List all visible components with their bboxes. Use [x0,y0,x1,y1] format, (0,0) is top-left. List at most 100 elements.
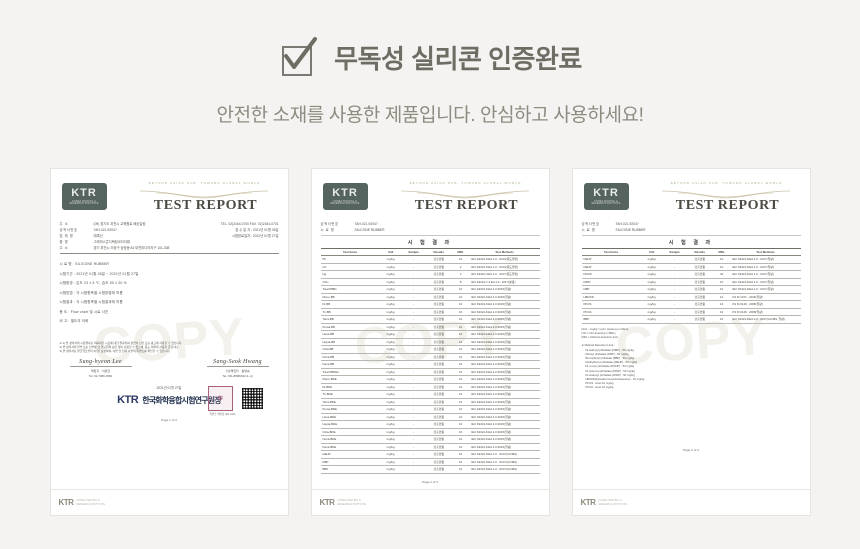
note-line: ※ Method Detection Limit : [581,343,615,348]
report-title: TEST REPORT [675,198,780,213]
organization-name: 한국화학융합시험연구원장 [142,395,222,405]
table-row: Deca-BDE mg/kg - 검출안됨 10 IEC 62321-6:Ed.1.0:2… [320,442,540,451]
ktr-logo-stamp: KTR KOREA TESTING & RESEARCH INSTITUTE [61,183,107,210]
page-title: 무독성 실리콘 인증완료 [334,43,582,74]
meta-item: 품 명 그래미스콘디렉팅코리아㈜ [59,240,131,244]
table-row: Penta-BDE mg/kg - 검출안됨 10 IEC 62321-6:Ed.1.0:… [320,405,540,414]
footer-line-2: RESEARCH INSTITUTE [337,502,366,506]
table-row: Cd mg/kg - 검출안됨 2 IEC 62321-5:Ed.1.0 : 2013(유… [320,262,540,271]
note-line: N.D = Not detected (<MDL) [581,330,616,335]
table-row: Nona-BB mg/kg - 검출안됨 10 IEC 62321-6:Ed.1.0:20… [320,352,540,361]
report-footer: KTR KOREA TESTING & RESEARCH INSTITUTE [572,489,810,515]
note-line: PFOS : level 10 mg/kg [585,381,614,386]
table-header-row: Test Items Unit Sample Results MDL Test … [581,247,801,256]
note-line: PFOA : level 10 mg/kg [585,385,614,390]
test-report-page-1[interactable]: COPY KTR KOREA TESTING & RESEARCH INSTIT… [49,168,289,516]
col-test-items: Test Items [581,247,641,256]
divider [581,235,801,236]
footer-line-2: RESEARCH INSTITUTE [76,502,105,506]
signature-role-value: 이성현 [102,368,110,373]
table-row: BBP mg/kg - 검출안됨 10 IEC 62321-8:Ed.1.0 : 2017… [581,315,801,324]
table-row: Hexa-BB mg/kg - 검출안됨 10 IEC 62321-6:Ed.1.0:20… [320,330,540,339]
signature-role-label: 책임자 [91,368,99,373]
issuing-organization: KTR 한국화학융합시험연구원장 印 위변조 확인용 QR code [60,386,279,416]
table-row: DNOP mg/kg - 검출안됨 34 IEC 62321-8:Ed.1.0 : 201… [581,270,801,279]
table-row: DBP mg/kg - 검출안됨 10 IEC 62321-8:Ed.1.0 : 2017… [581,285,801,294]
hero-subtitle: 안전한 소재를 사용한 제품입니다. 안심하고 사용하세요! [216,105,644,126]
table-row: Hepta-BDE mg/kg - 검출안됨 10 IEC 62321-6:Ed.1.0:… [320,420,540,429]
meta-received-date: 접 수 일 자 : 2021년 01월 06일 [235,228,279,232]
table-row: BBP mg/kg - 검출안됨 10 IEC 62321-8:Ed.1.0 : 2017… [320,465,540,474]
footer-ktr-logo: KTR [319,498,335,507]
ornament-swirl [139,190,268,199]
table-row: Hepta-BB mg/kg - 검출안됨 10 IEC 62321-6:Ed.1.0:2… [320,337,540,346]
signature-tel: Tel. 02-7080-3660 [88,374,113,378]
ktr-wordmark: KTR [117,394,139,406]
official-seal-icon: 印 [207,386,233,411]
table-row: Tri-BDE mg/kg - 검출안됨 10 IEC 62321-6:Ed.1.0:20… [320,390,540,399]
page-number: Page 1 of 3 [161,418,177,422]
body-line: 비 고 : 별도의 의뢰 [59,319,89,323]
qr-code-icon[interactable] [241,388,263,409]
report-footer: KTR KOREA TESTING & RESEARCH INSTITUTE [311,489,549,515]
signature-tel: Tel. 031-8898(042-3~4) [222,374,253,378]
body-line: 시험방법 : 각 시험항목별 시험방법에 따름 [59,290,123,295]
signature-row: Sung-hyeon Lee 책임자 이성현 Tel. 02-7080-3660… [60,359,279,378]
table-row: Tetra-BDE mg/kg - 검출안됨 10 IEC 62321-6:Ed.1.0:… [320,397,540,406]
report-tagline: BEYOND ASIAN HUB, TOWARD GLOBAL WORLD [409,181,522,185]
table-row: DBP mg/kg - 검출안됨 10 IEC 62321-8:Ed.1.0 : 2017… [320,457,540,466]
table-row: PFOS mg/kg - 검출안됨 10 KS M 0146 : 2008(질량) [581,300,801,309]
method-notes: Note : mg/kg = ppm (parts per million) N.… [582,327,801,390]
report-meta: 성적서번호 TAH-021-9204? 시 료 명 SILICONE RUBBER [321,221,540,233]
checked-box-icon [278,36,320,78]
note-line: Di-isobutyl phthalate (DIBP) : 50 mg/kg [585,347,634,352]
meta-item: 성적서번호 TAH-021-9204? [320,222,378,226]
table-row: Mono-BDE mg/kg - 검출안됨 10 IEC 62321-6:Ed.1.0:2… [320,375,540,384]
note-line: Di-isodecyl phthalate (DIDP) : 50 mg/kg [585,372,635,377]
test-results-table: Test Items Unit Sample Results MDL Test … [320,247,540,474]
report-body: 시 료 명 : SILICONE RUBBER 시험기간 : 2021년 01월… [60,260,279,327]
test-results-table: Test Items Unit Sample Results MDL Test … [581,247,801,324]
test-report-page-3[interactable]: COPY KTR KOREA TESTING & RESEARCH INSTIT… [571,168,811,516]
report-meta: 주 소 (09) 경기도 과천시 교육원로 배곧갈림 성적서번호 TAH-021-9… [60,221,279,251]
col-test-items: Test Items [320,247,380,256]
table-row: Tri-BB mg/kg - 검출안됨 10 IEC 62321-6:Ed.1.0:201… [320,307,540,316]
table-row: DEHP mg/kg - 검출안됨 10 IEC 62321-8:Ed.1.0 : 201… [581,262,801,271]
issue-date: 2021년 01월 27일 [156,386,182,390]
hero-section: 무독성 실리콘 인증완료 안전한 소재를 사용한 제품입니다. 안심하고 사용하… [0,0,860,127]
ornament-swirl [661,190,790,199]
table-row: Penta-BB mg/kg - 검출안됨 10 IEC 62321-6:Ed.1.0:2… [320,322,540,331]
note-line: Diethylhexyl phthalate (DEHP) : 50 mg/kg [585,360,638,365]
meta-item: 업 체 명 ㈜록산 [59,234,103,238]
table-row: Nona-BDE mg/kg - 검출안됨 10 IEC 62321-6:Ed.1.0:2… [320,435,540,444]
body-line: 시험기간 : 2021년 01월 06일 ~ 2021년 01월 27일 [59,271,139,276]
footer-line-1: KOREA TESTING & [598,499,622,503]
note-line: Note : mg/kg = ppm (parts per million) [581,326,629,331]
table-row: Pb mg/kg - 검출안됨 10 IEC 62321-5:Ed.1.0 : 2013(… [320,255,540,264]
col-unit: Unit [640,247,663,256]
report-header: KTR KOREA TESTING & RESEARCH INSTITUTE B… [321,177,540,221]
table-row: Di-BB mg/kg - 검출안됨 10 IEC 62321-6:Ed.1.0:2015… [320,300,540,309]
report-tagline: BEYOND ASIAN HUB, TOWARD GLOBAL WORLD [148,181,261,185]
page-number: Page 2 of 3 [422,479,438,484]
note-line: HBCDD(Hexabromocyclododecane) : 10 mg/kg [585,376,645,381]
report-footnote: ※ 1) 본 성적서의 시험결과는 의뢰하신 시료에 대한 결과이며 상업적 선… [59,340,183,353]
footer-ktr-logo: KTR [580,498,596,507]
table-row: Hg mg/kg - 검출안됨 2 IEC 62321-4:Ed.1.0 : 2017(유… [320,270,540,279]
col-sample: Sample [401,247,426,256]
report-title: TEST REPORT [414,198,519,213]
col-mdl: MDL [451,247,470,256]
test-report-page-2[interactable]: COPY KTR KOREA TESTING & RESEARCH INSTIT… [310,168,550,516]
table-row: Octa-BDE mg/kg - 검출안됨 10 IEC 62321-6:Ed.1.0:2… [320,427,540,436]
col-mdl: MDL [712,247,731,256]
table-row: DIDP mg/kg - 검출안됨 10 IEC 62321-8:Ed.1.0 : 201… [581,277,801,286]
page-number: Page 3 of 3 [683,447,699,452]
meta-completed-date: 시험완료일자 : 2021년 01월 27일 [231,234,279,238]
body-line: 용 도 : Flow chart 및 시료 사진 [59,309,109,314]
table-row: Total PBBs mg/kg - 검출안됨 10 IEC 62321-6:Ed.1.0… [320,285,540,294]
table-row: Tetra-BB mg/kg - 검출안됨 10 IEC 62321-6:Ed.1.0:2… [320,315,540,324]
body-line: 시험결과 : 각 시험항목별 시험결과에 따름 [59,300,123,304]
signature-role-value: 황영숙 [241,368,250,373]
meta-item: 성적서번호 TAH-021-9204? [581,222,639,226]
